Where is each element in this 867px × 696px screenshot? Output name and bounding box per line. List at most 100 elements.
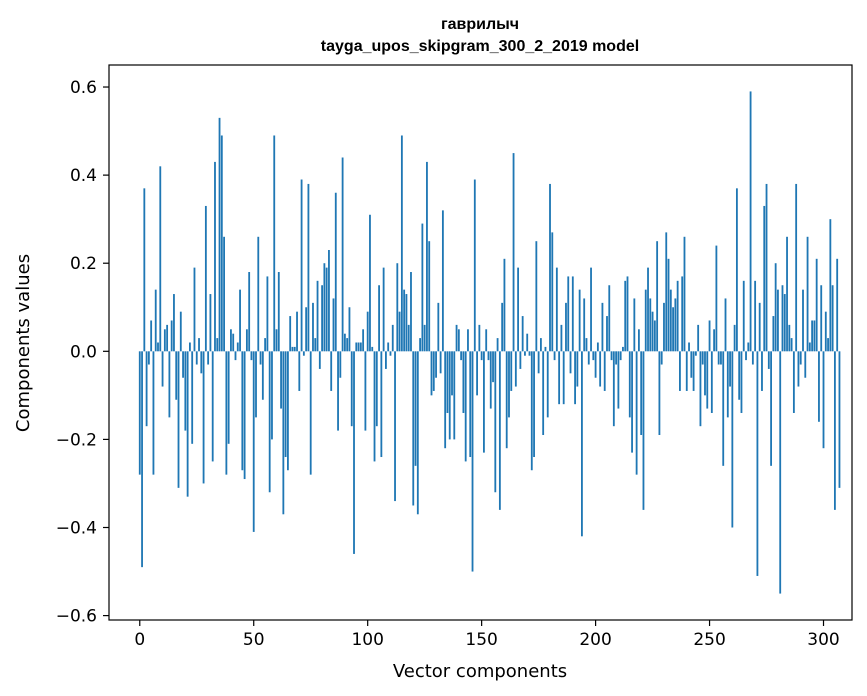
bar-156 <box>494 351 497 493</box>
bar-2 <box>143 188 146 352</box>
bar-268 <box>749 91 752 352</box>
x-tick-label: 200 <box>579 630 611 650</box>
bar-205 <box>606 316 608 352</box>
bar-82 <box>325 267 328 352</box>
bar-13 <box>168 351 171 418</box>
bar-218 <box>635 351 638 475</box>
bar-168 <box>521 316 524 352</box>
bar-36 <box>220 135 223 352</box>
bar-109 <box>387 342 390 352</box>
bar-121 <box>414 351 417 466</box>
bar-187 <box>565 302 567 352</box>
bar-294 <box>808 342 811 352</box>
bar-262 <box>735 188 738 352</box>
bar-239 <box>683 236 686 352</box>
bar-104 <box>375 351 378 427</box>
bar-133 <box>441 210 444 352</box>
bar-31 <box>209 294 212 352</box>
bar-77 <box>314 338 317 352</box>
bar-129 <box>432 351 435 391</box>
bar-151 <box>483 351 485 453</box>
bar-144 <box>467 329 469 352</box>
bar-110 <box>389 351 392 356</box>
bar-230 <box>663 302 665 352</box>
bar-114 <box>398 311 401 352</box>
bar-75 <box>309 351 312 475</box>
x-tick-label: 100 <box>351 630 383 650</box>
bar-139 <box>455 324 458 352</box>
bar-157 <box>496 338 499 352</box>
bar-281 <box>779 351 782 594</box>
bar-103 <box>373 351 376 462</box>
bar-210 <box>617 351 620 409</box>
y-tick-label: 0.2 <box>70 254 97 274</box>
bar-165 <box>514 351 517 387</box>
bar-241 <box>688 342 690 352</box>
bar-33 <box>214 161 216 352</box>
bar-128 <box>430 351 433 396</box>
bar-238 <box>681 276 684 352</box>
bar-180 <box>549 183 551 352</box>
bar-227 <box>656 241 659 352</box>
x-tick-label: 300 <box>807 630 839 650</box>
bar-143 <box>464 351 467 462</box>
bar-220 <box>640 351 643 435</box>
bar-161 <box>505 351 508 449</box>
bar-236 <box>676 280 679 352</box>
bar-196 <box>585 338 588 352</box>
bar-48 <box>248 272 251 352</box>
bar-278 <box>772 316 775 352</box>
bar-125 <box>423 324 426 352</box>
bar-86 <box>334 192 337 352</box>
bar-171 <box>528 351 531 356</box>
bar-292 <box>804 351 807 378</box>
bar-107 <box>382 267 385 352</box>
bar-232 <box>667 258 670 352</box>
bar-197 <box>587 351 590 365</box>
bar-193 <box>578 289 581 352</box>
bar-68 <box>293 346 296 352</box>
bar-178 <box>544 346 547 352</box>
y-tick-label: 0.4 <box>70 166 97 186</box>
bar-257 <box>724 298 727 352</box>
bar-140 <box>457 329 460 352</box>
bar-226 <box>653 320 656 352</box>
bar-47 <box>245 329 248 352</box>
bar-163 <box>510 351 513 391</box>
bar-145 <box>469 351 472 458</box>
bar-280 <box>777 289 779 352</box>
bar-229 <box>660 351 663 365</box>
bar-282 <box>781 285 784 352</box>
bar-98 <box>362 329 365 352</box>
bar-162 <box>508 351 510 418</box>
bar-147 <box>473 179 476 352</box>
bar-237 <box>679 351 681 391</box>
bar-49 <box>250 351 253 361</box>
bar-19 <box>182 351 184 378</box>
bar-200 <box>594 351 597 378</box>
bar-222 <box>644 289 647 352</box>
bar-275 <box>765 183 768 352</box>
bar-137 <box>451 351 453 396</box>
bar-93 <box>350 351 353 427</box>
x-axis-label: Vector components <box>393 661 567 682</box>
x-tick-label: 0 <box>134 630 145 650</box>
bar-228 <box>658 351 661 435</box>
bar-24 <box>193 267 196 352</box>
bar-198 <box>590 267 592 352</box>
bar-8 <box>157 342 159 352</box>
bar-299 <box>820 285 823 352</box>
bar-159 <box>501 302 504 352</box>
bar-7 <box>154 289 157 352</box>
bar-37 <box>223 236 225 352</box>
bar-304 <box>831 285 834 352</box>
bar-32 <box>211 351 214 462</box>
bar-53 <box>259 351 262 365</box>
bar-71 <box>300 179 303 352</box>
bar-264 <box>740 351 743 413</box>
bar-301 <box>824 311 827 352</box>
bar-84 <box>330 351 333 391</box>
bar-95 <box>355 342 358 352</box>
bar-76 <box>312 302 314 352</box>
bar-0 <box>138 351 141 475</box>
